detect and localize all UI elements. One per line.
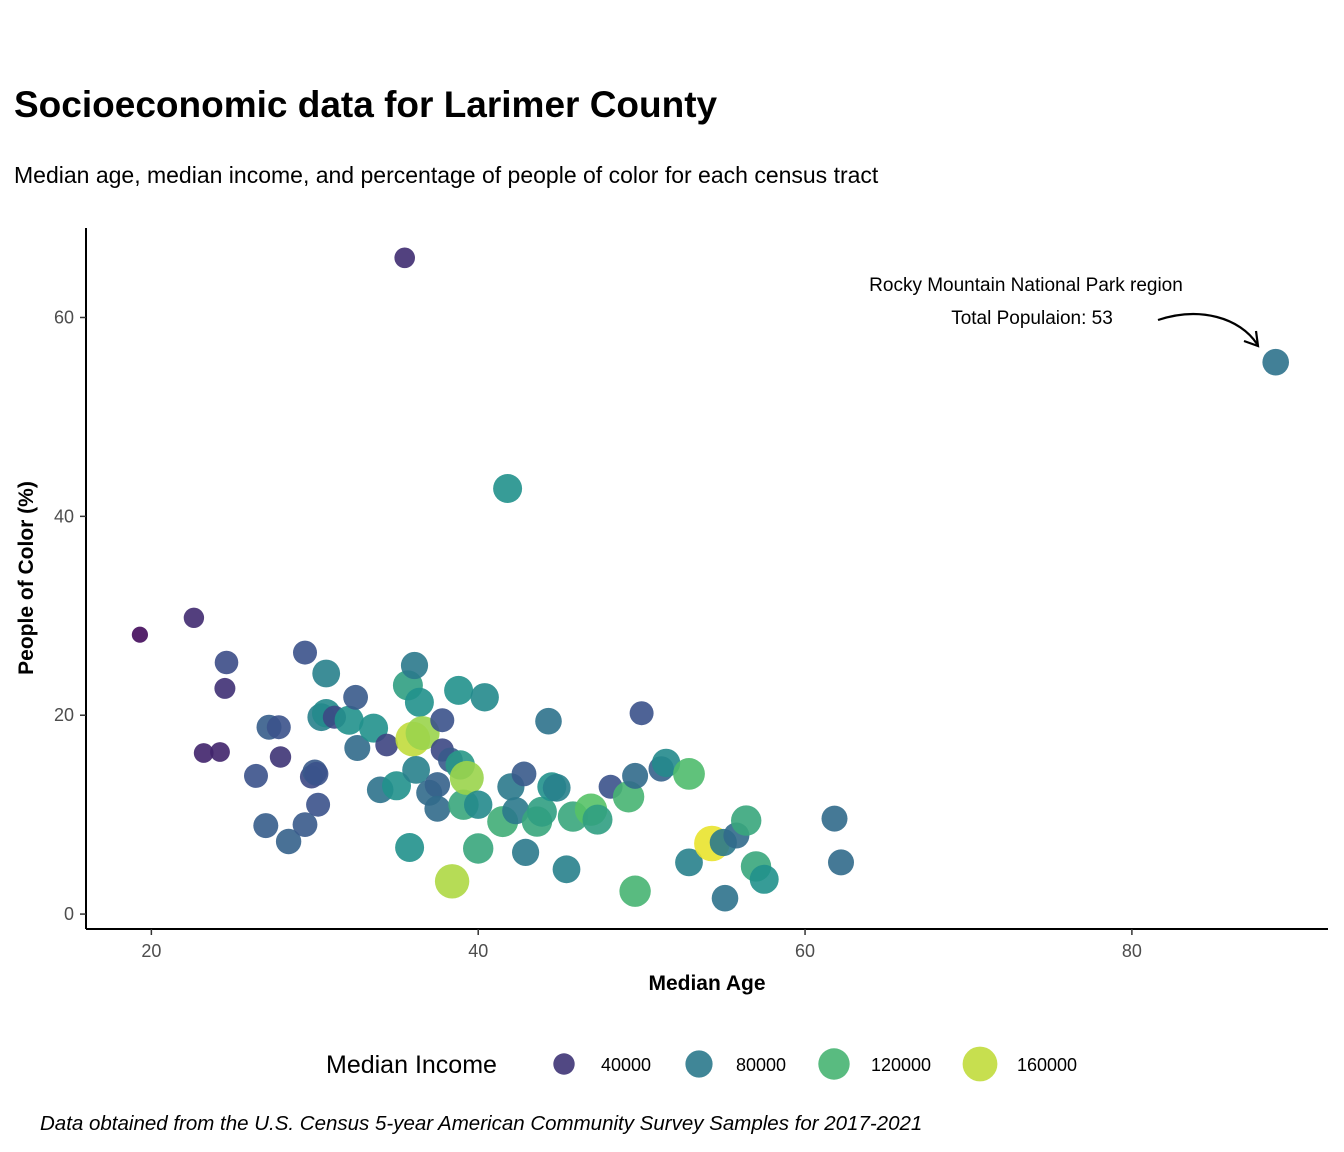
data-point <box>306 792 331 817</box>
legend-label: 40000 <box>601 1055 651 1075</box>
data-point <box>193 743 214 763</box>
data-point <box>821 805 848 832</box>
data-point <box>673 758 705 790</box>
data-point <box>293 640 317 665</box>
annotation-line-1: Rocky Mountain National Park region <box>869 275 1183 296</box>
data-point <box>444 675 474 705</box>
data-point <box>292 812 318 837</box>
data-point <box>470 683 499 712</box>
x-tick-label: 20 <box>141 941 161 961</box>
data-point <box>304 761 329 786</box>
legend-key <box>685 1050 713 1078</box>
legend: Median Income 40000 80000 120000 160000 <box>326 1046 1077 1082</box>
data-point <box>266 715 291 740</box>
data-point <box>464 790 493 819</box>
data-point <box>253 813 279 839</box>
data-point <box>210 742 230 762</box>
chart-subtitle: Median age, median income, and percentag… <box>14 162 879 188</box>
annotation-line-2: Total Populaion: 53 <box>951 308 1113 329</box>
data-point <box>424 772 451 798</box>
data-point <box>400 651 429 680</box>
data-point <box>612 781 645 813</box>
data-point <box>711 884 739 912</box>
data-point <box>424 795 451 822</box>
legend-label: 120000 <box>871 1055 931 1075</box>
data-point <box>395 833 425 862</box>
axes-layer <box>85 228 1328 930</box>
data-point <box>535 707 562 735</box>
data-point <box>493 474 523 503</box>
points-layer <box>131 247 1289 912</box>
annotation-arrowhead <box>1243 330 1260 348</box>
data-point <box>394 247 416 269</box>
data-point <box>404 687 434 717</box>
legend-key <box>962 1046 998 1082</box>
data-point <box>828 849 854 876</box>
data-point <box>343 684 368 710</box>
legend-label: 160000 <box>1017 1055 1077 1075</box>
data-point <box>526 796 557 827</box>
data-point <box>511 838 540 867</box>
data-point <box>131 626 148 643</box>
data-point <box>449 760 484 795</box>
annotation: Rocky Mountain National Park region Tota… <box>869 275 1260 348</box>
data-point <box>622 762 649 789</box>
data-point <box>619 875 651 907</box>
data-point <box>405 716 440 751</box>
y-tick-label: 0 <box>64 904 74 924</box>
data-point <box>463 833 494 864</box>
legend-label: 80000 <box>736 1055 786 1075</box>
data-point <box>552 855 581 884</box>
data-point <box>675 848 703 877</box>
data-point <box>402 756 430 784</box>
data-point <box>651 748 681 778</box>
data-point <box>731 805 762 836</box>
annotation-arrow <box>1157 313 1258 345</box>
data-point <box>434 864 470 899</box>
chart-title: Socioeconomic data for Larimer County <box>14 84 718 125</box>
data-point <box>582 804 613 835</box>
data-point <box>344 735 371 761</box>
data-point <box>749 864 779 894</box>
data-point <box>244 763 268 788</box>
legend-key <box>553 1053 575 1075</box>
data-point <box>382 771 411 801</box>
y-axis-title: People of Color (%) <box>15 481 38 675</box>
x-tick-label: 80 <box>1122 941 1142 961</box>
legend-title: Median Income <box>326 1051 497 1079</box>
y-tick-label: 60 <box>54 307 74 327</box>
legend-key <box>818 1048 850 1080</box>
ticks-layer: 20 40 60 80 0 20 40 60 <box>54 307 1142 961</box>
data-point <box>375 733 399 757</box>
x-tick-label: 60 <box>795 941 815 961</box>
data-point <box>269 746 292 768</box>
data-point <box>629 701 654 726</box>
data-point <box>312 659 341 688</box>
data-point <box>334 705 364 735</box>
y-tick-label: 20 <box>54 705 74 725</box>
data-point <box>1262 348 1289 376</box>
data-point <box>183 607 205 628</box>
data-point <box>214 677 236 699</box>
y-tick-label: 40 <box>54 506 74 526</box>
x-axis-title: Median Age <box>648 972 765 995</box>
data-point <box>542 773 571 802</box>
data-point <box>214 650 239 675</box>
chart-caption: Data obtained from the U.S. Census 5-yea… <box>40 1112 923 1135</box>
x-tick-label: 40 <box>468 941 488 961</box>
data-point <box>511 761 537 787</box>
data-point <box>275 828 302 855</box>
data-point <box>430 708 455 733</box>
